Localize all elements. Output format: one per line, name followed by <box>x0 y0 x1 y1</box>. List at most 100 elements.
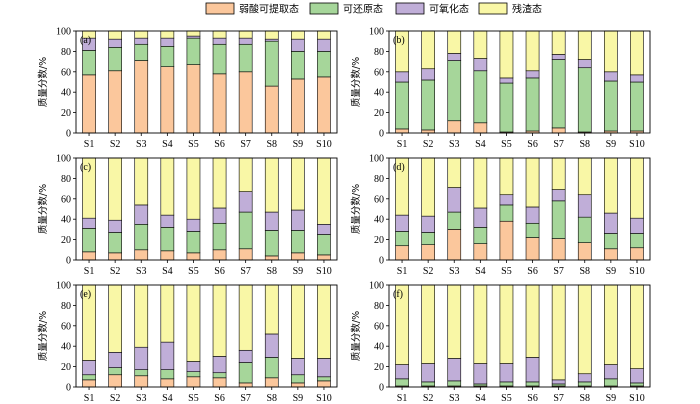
y-axis-label: 质量分数/% <box>350 184 362 234</box>
x-tick-label: S5 <box>501 393 512 404</box>
legend-item: 可还原态 <box>309 2 383 16</box>
bar-segment <box>317 234 331 256</box>
x-tick-label: S4 <box>475 139 486 150</box>
bar-segment <box>551 59 566 129</box>
bar-segment <box>447 60 462 122</box>
chart-panels: S1 S2 S3 S4 S5 S6 S7 S8 S9 S10020406080100(a)质量分数… <box>37 27 651 404</box>
bar-segment <box>604 71 618 82</box>
y-tick-label: 20 <box>374 108 384 119</box>
bar-segment <box>82 251 96 261</box>
y-tick-label: 80 <box>374 47 384 58</box>
x-tick-label: S1 <box>397 139 408 150</box>
bar-segment <box>473 227 488 244</box>
bar-segment <box>317 358 331 378</box>
x-tick-label: S10 <box>316 139 332 150</box>
bar-segment <box>395 364 409 380</box>
bar-segment <box>317 376 331 382</box>
bar-segment <box>238 191 253 213</box>
bar-segment <box>160 157 175 216</box>
bar-segment <box>447 53 462 61</box>
y-tick-label: 60 <box>61 67 71 78</box>
y-tick-label: 80 <box>374 301 384 312</box>
bar-segment <box>525 284 540 358</box>
x-tick-label: S7 <box>553 139 564 150</box>
x-tick-label: S5 <box>501 266 512 277</box>
y-axis-label: 质量分数/% <box>350 57 362 107</box>
legend-item: 残渣态 <box>478 3 542 16</box>
y-axis-label: 质量分数/% <box>37 311 49 361</box>
bar-segment <box>108 219 122 233</box>
bar-segment <box>108 157 122 221</box>
x-tick-label: S5 <box>188 393 199 404</box>
bar-segment <box>630 233 644 249</box>
bar-segment <box>264 357 279 379</box>
bar-segment <box>499 77 514 84</box>
panel-label: (d) <box>393 162 405 173</box>
x-tick-label: S3 <box>136 139 147 150</box>
bar-segment <box>421 244 435 261</box>
bar-segment <box>395 231 409 247</box>
x-tick-label: S5 <box>188 139 199 150</box>
bar-segment <box>186 35 201 39</box>
legend-swatch <box>309 2 339 15</box>
plot-frame <box>388 157 651 261</box>
bar-segment <box>604 212 618 234</box>
y-tick-label: 100 <box>369 281 384 292</box>
x-tick-label: S9 <box>293 139 304 150</box>
y-axis-label: 质量分数/% <box>37 57 49 107</box>
bar-segment <box>604 30 618 73</box>
bar-segment <box>108 352 122 368</box>
bar-segment <box>186 37 201 65</box>
bar-segment <box>108 232 122 254</box>
x-tick-label: S1 <box>84 266 95 277</box>
x-tick-label: S4 <box>475 266 486 277</box>
x-tick-label: S5 <box>188 266 199 277</box>
y-tick-label: 0 <box>379 256 384 267</box>
bar-segment <box>82 374 96 381</box>
y-tick-label: 60 <box>61 321 71 332</box>
bar-segment <box>291 284 305 359</box>
x-tick-label: S9 <box>293 266 304 277</box>
bar-segment <box>525 30 540 72</box>
x-tick-label: S1 <box>84 139 95 150</box>
bar-segment <box>291 30 305 40</box>
bar-segment <box>134 346 149 370</box>
x-tick-label: S10 <box>316 266 332 277</box>
bar-segment <box>551 379 566 385</box>
bar-segment <box>447 284 462 359</box>
bar-segment <box>291 374 305 384</box>
y-tick-label: 100 <box>56 154 71 165</box>
x-tick-label: S4 <box>162 139 173 150</box>
bar-segment <box>317 76 331 134</box>
x-tick-label: S2 <box>423 266 434 277</box>
bar-segment <box>134 204 149 225</box>
bar-segment <box>551 157 566 190</box>
bar-segment <box>447 358 462 382</box>
bar-segment <box>160 30 175 39</box>
bar-segment <box>212 30 227 39</box>
legend-item: 可氧化态 <box>395 3 469 16</box>
bar-segment <box>264 333 279 358</box>
plot-frame <box>75 30 338 134</box>
x-tick-label: S3 <box>449 393 460 404</box>
bar-segment <box>160 250 175 261</box>
bar-segment <box>630 247 644 261</box>
bar-segment <box>291 51 305 80</box>
y-tick-label: 60 <box>374 321 384 332</box>
y-axis-label: 质量分数/% <box>37 184 49 234</box>
bar-segment <box>317 380 331 388</box>
bar-segment <box>108 367 122 376</box>
bar-segment <box>604 378 618 387</box>
bar-segment <box>447 380 462 387</box>
x-tick-label: S8 <box>266 393 277 404</box>
x-tick-label: S4 <box>162 266 173 277</box>
x-tick-label: S2 <box>110 393 121 404</box>
bar-segment <box>108 47 122 72</box>
bar-segment <box>108 30 122 40</box>
y-tick-label: 100 <box>56 281 71 292</box>
bar-segment <box>212 207 227 224</box>
x-tick-label: S10 <box>316 393 332 404</box>
bar-segment <box>577 381 592 387</box>
bar-segment <box>317 30 331 40</box>
x-tick-label: S8 <box>266 266 277 277</box>
